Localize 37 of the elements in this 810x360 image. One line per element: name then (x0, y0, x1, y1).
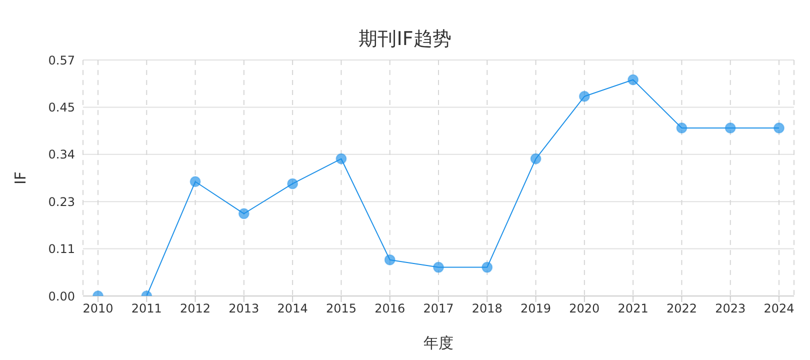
chart-title: 期刊IF趋势 (358, 27, 452, 52)
y-tick-label: 0.45 (48, 100, 75, 114)
x-tick-label: 2015 (326, 302, 356, 316)
point (482, 262, 493, 273)
x-tick-label: 2014 (277, 302, 308, 316)
point (384, 254, 396, 266)
x-axis-title: 年度 (424, 334, 454, 352)
x-tick-label: 2020 (569, 302, 600, 316)
x-tick-label: 2024 (764, 302, 794, 316)
x-tick-label: 2021 (618, 302, 648, 316)
y-tick-label: 0.00 (48, 289, 75, 304)
x-tick-label: 2016 (374, 302, 406, 316)
x-tick-label: 2022 (666, 302, 697, 316)
x-tick-label: 2017 (423, 302, 454, 316)
y-axis-title: IF (11, 171, 30, 185)
point (628, 74, 639, 86)
x-tick-label: 2010 (82, 302, 114, 316)
point (190, 176, 201, 188)
x-tick-label: 2019 (520, 302, 552, 316)
y-tick-label: 0.11 (48, 242, 75, 256)
point (578, 90, 590, 102)
point (530, 153, 542, 164)
point (724, 122, 736, 134)
point (676, 122, 688, 134)
y-tick-label: 0.34 (48, 148, 75, 162)
point (336, 153, 347, 164)
x-tick-label: 2018 (472, 302, 502, 316)
x-tick-label: 2012 (180, 302, 211, 316)
x-tick-label: 2011 (131, 302, 162, 316)
point (774, 122, 784, 134)
y-tick-label: 0.57 (48, 53, 75, 68)
point (287, 178, 298, 190)
x-tick-label: 2013 (228, 302, 260, 316)
x-tick-label: 2023 (715, 302, 746, 316)
point (238, 208, 250, 220)
point (433, 262, 444, 273)
y-tick-label: 0.23 (48, 194, 75, 209)
